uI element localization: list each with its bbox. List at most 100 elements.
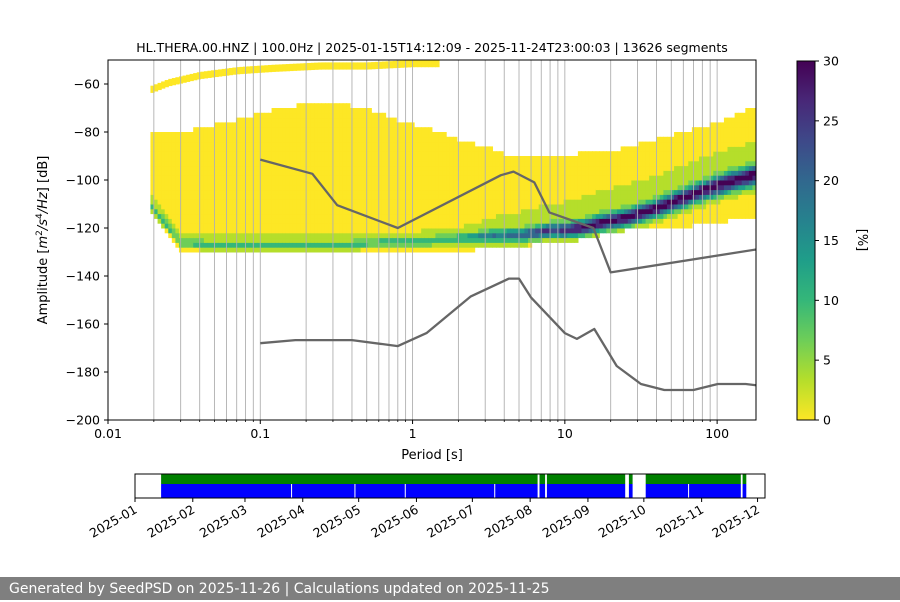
histogram-cell — [453, 160, 458, 167]
histogram-cell — [268, 146, 273, 152]
histogram-cell — [542, 160, 547, 167]
histogram-cell — [367, 136, 372, 143]
histogram-cell — [560, 237, 565, 243]
histogram-cell — [396, 122, 401, 128]
histogram-cell — [567, 189, 572, 195]
histogram-cell — [513, 213, 518, 219]
histogram-cell — [574, 165, 579, 171]
histogram-cell — [314, 62, 319, 70]
histogram-cell — [699, 132, 704, 138]
histogram-cell — [752, 180, 756, 186]
histogram-cell — [300, 122, 305, 128]
histogram-cell — [357, 242, 362, 248]
histogram-cell — [414, 213, 419, 219]
histogram-cell — [510, 228, 515, 234]
histogram-cell — [246, 127, 251, 133]
histogram-cell — [239, 66, 244, 75]
histogram-cell — [399, 228, 404, 234]
histogram-cell — [442, 136, 447, 143]
histogram-cell — [424, 184, 429, 191]
histogram-cell — [339, 108, 344, 114]
histogram-cell — [328, 160, 333, 167]
date-tick-label: 2025-04 — [255, 502, 308, 541]
histogram-cell — [396, 189, 401, 195]
histogram-cell — [214, 136, 219, 143]
histogram-cell — [510, 165, 515, 171]
histogram-cell — [556, 180, 561, 186]
histogram-cell — [282, 199, 287, 205]
histogram-cell — [481, 189, 486, 195]
histogram-cell — [164, 213, 169, 219]
histogram-cell — [674, 180, 679, 186]
histogram-cell — [239, 242, 244, 248]
histogram-cell — [620, 189, 625, 195]
histogram-cell — [328, 141, 333, 147]
histogram-cell — [332, 136, 337, 143]
histogram-cell — [353, 146, 358, 152]
histogram-cell — [588, 194, 593, 200]
histogram-cell — [745, 122, 750, 128]
histogram-cell — [617, 218, 622, 224]
histogram-cell — [552, 184, 558, 191]
histogram-cell — [385, 223, 390, 229]
histogram-cell — [324, 199, 330, 205]
histogram-cell — [617, 156, 622, 162]
histogram-cell — [535, 194, 540, 200]
y-axis-ticks: −200−180−160−140−120−100−80−60 — [66, 77, 108, 428]
histogram-cell — [182, 156, 187, 162]
histogram-cell — [567, 232, 572, 239]
histogram-cell — [175, 165, 180, 171]
histogram-cell — [723, 170, 729, 176]
histogram-cell — [467, 151, 472, 157]
histogram-cell — [200, 146, 205, 152]
histogram-cell — [495, 232, 501, 239]
histogram-cell — [310, 127, 315, 133]
histogram-cell — [442, 175, 447, 181]
histogram-cell — [652, 170, 657, 176]
histogram-cell — [449, 160, 454, 167]
histogram-cell — [663, 170, 668, 176]
histogram-cell — [218, 69, 223, 77]
histogram-cell — [513, 180, 518, 186]
histogram-cell — [720, 127, 725, 133]
histogram-cell — [196, 175, 201, 181]
histogram-cell — [271, 136, 276, 143]
histogram-cell — [150, 194, 155, 200]
histogram-cell — [620, 208, 625, 215]
histogram-cell — [264, 242, 269, 248]
histogram-cell — [709, 160, 714, 167]
histogram-cell — [268, 247, 273, 253]
histogram-cell — [289, 136, 294, 143]
histogram-cell — [741, 136, 746, 143]
histogram-cell — [716, 194, 721, 200]
histogram-cell — [588, 160, 593, 167]
histogram-cell — [510, 232, 515, 239]
histogram-cell — [535, 160, 540, 167]
histogram-cell — [670, 180, 675, 186]
histogram-cell — [399, 175, 404, 181]
histogram-cell — [567, 237, 572, 243]
histogram-cell — [207, 232, 212, 239]
histogram-cell — [588, 228, 593, 234]
histogram-cell — [310, 180, 315, 186]
histogram-cell — [332, 180, 337, 186]
histogram-cell — [381, 127, 387, 133]
histogram-cell — [282, 184, 287, 191]
histogram-cell — [257, 112, 262, 119]
histogram-cell — [389, 132, 394, 138]
histogram-cell — [371, 194, 376, 200]
psd-coverage-bar — [546, 474, 626, 484]
histogram-cell — [367, 228, 372, 234]
histogram-cell — [307, 127, 312, 133]
histogram-cell — [310, 156, 315, 162]
histogram-cell — [674, 199, 679, 205]
histogram-cell — [392, 247, 397, 253]
histogram-cell — [257, 146, 262, 152]
histogram-cell — [663, 146, 668, 152]
histogram-cell — [307, 103, 312, 109]
histogram-cell — [752, 175, 756, 181]
histogram-cell — [257, 156, 262, 162]
histogram-cell — [378, 232, 383, 239]
histogram-cell — [645, 184, 650, 191]
histogram-cell — [175, 132, 180, 138]
